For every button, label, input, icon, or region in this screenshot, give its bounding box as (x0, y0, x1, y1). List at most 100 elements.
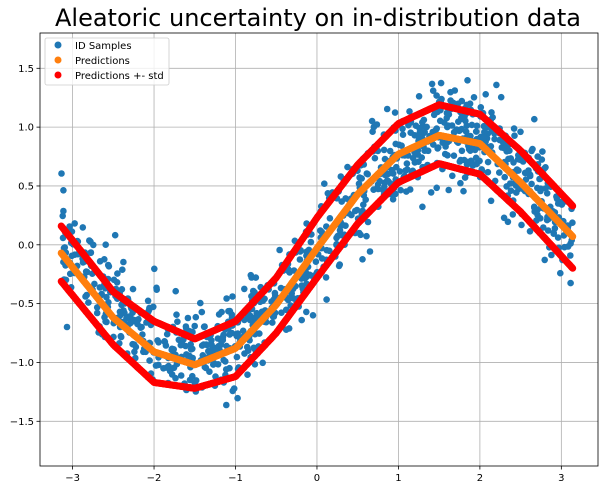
sample-point (437, 79, 445, 87)
sample-point (467, 132, 474, 140)
sample-point (201, 323, 208, 330)
sample-point (309, 312, 317, 319)
sample-point (298, 316, 306, 324)
plot-area: −3 −2 −1 0 1 2 3 −1.5 −1.0 −0.5 0.0 0.5 1.0 1.5 (10, 32, 599, 484)
sample-point (63, 323, 71, 331)
sample-point (217, 341, 225, 349)
sample-point (233, 353, 241, 361)
sample-point (66, 223, 73, 230)
sample-point (114, 270, 121, 277)
y-tick-label: 1.0 (18, 123, 34, 134)
series-id-samples (58, 77, 576, 409)
sample-point (200, 341, 207, 348)
sample-point (197, 299, 204, 307)
sample-point (336, 261, 344, 268)
sample-point (539, 148, 546, 155)
sample-point (513, 189, 520, 196)
sample-point (542, 185, 549, 192)
sample-point (163, 330, 171, 338)
sample-point (507, 187, 515, 194)
sample-point (269, 319, 276, 326)
sample-point (389, 196, 397, 203)
sample-point (198, 308, 206, 316)
sample-point (415, 93, 423, 100)
sample-point (403, 188, 410, 195)
sample-point (239, 327, 247, 335)
sample-point (567, 279, 574, 287)
sample-point (457, 156, 465, 164)
sample-point (463, 101, 471, 109)
sample-point (252, 274, 260, 281)
sample-point (534, 184, 541, 192)
sample-point (510, 125, 518, 132)
sample-point (219, 333, 227, 341)
sample-point (376, 177, 384, 185)
sample-point (558, 201, 566, 208)
sample-point (457, 179, 464, 187)
ticks: −3 −2 −1 0 1 2 3 −1.5 −1.0 −0.5 0.0 0.5 1.0 1.5 (10, 64, 565, 484)
sample-point (223, 295, 230, 302)
sample-point (511, 132, 518, 139)
sample-point (93, 309, 101, 317)
sample-point (386, 147, 394, 155)
sample-point (201, 363, 209, 371)
sample-point (516, 156, 524, 163)
sample-point (234, 394, 241, 402)
sample-point (243, 343, 251, 351)
sample-point (312, 258, 320, 266)
sample-point (531, 115, 538, 123)
sample-point (244, 313, 252, 320)
sample-point (146, 357, 153, 364)
sample-point (276, 246, 283, 254)
sample-point (506, 180, 514, 187)
sample-point (323, 296, 330, 303)
sample-point (506, 147, 513, 154)
sample-point (79, 224, 87, 231)
sample-point (491, 135, 498, 143)
sample-point (351, 207, 359, 215)
sample-point (544, 227, 552, 234)
sample-point (59, 234, 67, 242)
sample-point (534, 211, 541, 219)
sample-point (487, 197, 495, 205)
legend-marker-predictions (54, 56, 62, 64)
sample-point (192, 313, 200, 321)
x-tick-label: 1 (395, 473, 401, 484)
axes-frame (39, 32, 599, 467)
sample-point (444, 152, 451, 159)
sample-point (362, 196, 370, 203)
sample-point (120, 258, 127, 266)
sample-point (342, 195, 349, 202)
sample-point (60, 187, 67, 194)
sample-point (58, 170, 65, 177)
sample-point (357, 231, 364, 239)
sample-point (414, 151, 422, 158)
sample-point (150, 303, 157, 311)
sample-point (569, 219, 576, 226)
sample-point (528, 180, 535, 188)
sample-point (259, 359, 267, 367)
sample-point (326, 215, 334, 222)
sample-point (517, 128, 524, 136)
sample-point (541, 256, 548, 264)
sample-point (339, 221, 347, 229)
sample-point (464, 158, 472, 166)
sample-point (458, 97, 466, 105)
sample-point (538, 156, 546, 163)
sample-point (392, 190, 399, 198)
sample-point (420, 116, 428, 124)
sample-point (364, 218, 372, 226)
sample-point (113, 279, 121, 286)
sample-point (480, 134, 488, 141)
sample-point (433, 184, 441, 192)
sample-point (225, 307, 232, 315)
sample-point (153, 284, 160, 292)
sample-point (464, 77, 471, 84)
sample-point (403, 160, 411, 167)
sample-point (427, 189, 435, 196)
sample-point (296, 256, 304, 263)
y-tick-label: −0.5 (10, 299, 34, 310)
sample-point (285, 268, 293, 276)
sample-point (388, 169, 396, 177)
sample-point (414, 132, 421, 139)
